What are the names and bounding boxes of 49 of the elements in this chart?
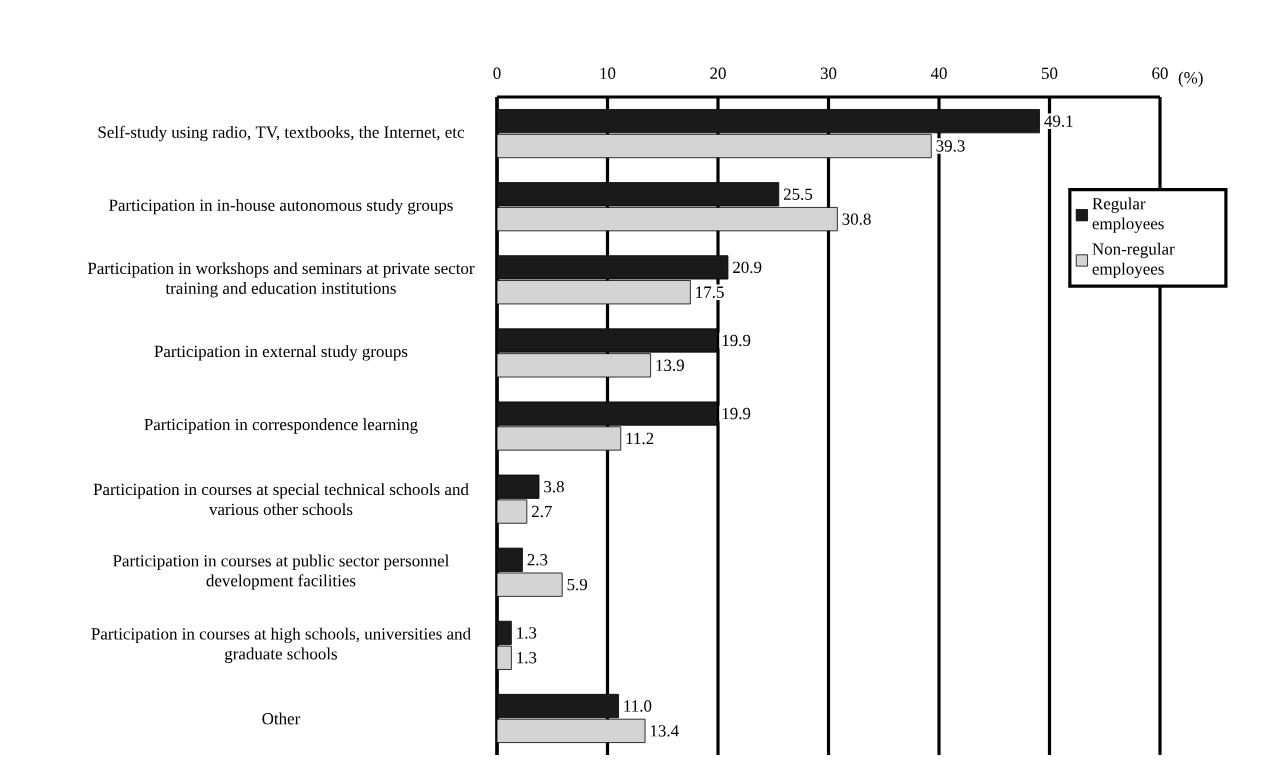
data-label: 2.7 xyxy=(531,505,552,518)
data-label: 13.4 xyxy=(650,725,679,737)
x-tick-label: 20 xyxy=(710,67,726,79)
data-label: 1.3 xyxy=(517,627,537,639)
data-label: 25.5 xyxy=(783,188,813,200)
y-tick-label: Participation in workshops and seminars at private sector training and education institutions xyxy=(87,262,475,298)
data-label: 5.9 xyxy=(567,578,588,591)
bar xyxy=(497,255,729,280)
y-tick-label: Participation in courses at special technical schools and various other schools xyxy=(93,483,469,516)
y-tick-label: Other xyxy=(262,712,301,725)
x-tick-label: 30 xyxy=(820,67,837,79)
data-label: 19.9 xyxy=(722,407,751,420)
bar xyxy=(497,572,563,597)
bar xyxy=(497,401,718,426)
y-tick-label: Participation in courses at high schools, universities and graduate schools xyxy=(91,627,471,664)
bar xyxy=(497,474,540,499)
data-label: 20.9 xyxy=(733,261,762,274)
x-tick-label: 10 xyxy=(600,67,616,79)
data-label: 11.2 xyxy=(626,432,654,445)
y-tick-label: Participation in external study groups xyxy=(154,345,408,361)
data-label: 19.9 xyxy=(722,334,751,347)
data-label: 17.5 xyxy=(696,286,724,298)
x-tick-label: 50 xyxy=(1042,67,1058,79)
data-label: 11.0 xyxy=(624,700,652,712)
y-tick-label: Participation in in-house autonomous study groups xyxy=(109,198,453,215)
x-tick-label: 40 xyxy=(930,67,947,79)
bar xyxy=(497,182,780,207)
data-label: 2.3 xyxy=(527,554,548,566)
x-tick-label: 60 xyxy=(1152,67,1168,79)
bar xyxy=(497,207,838,232)
y-tick-label: Self-study using radio, TV, textbooks, the Internet, etc xyxy=(98,125,464,142)
data-label: 1.3 xyxy=(517,652,537,664)
data-label: 30.8 xyxy=(842,213,871,225)
legend-label: Non-regular employees xyxy=(1092,242,1175,279)
y-tick-label: Participation in courses at public sector personnel development facilities xyxy=(113,554,450,590)
data-label: 49.1 xyxy=(1044,115,1073,127)
bar xyxy=(497,109,1040,134)
data-label: 3.8 xyxy=(544,480,564,493)
bar xyxy=(497,426,622,451)
data-label: 39.3 xyxy=(936,140,965,152)
x-axis-title: (%) xyxy=(1178,71,1203,87)
y-tick-label: Participation in correspondence learning xyxy=(144,418,418,434)
bar xyxy=(497,328,718,353)
bar xyxy=(497,718,646,743)
bar xyxy=(497,133,932,159)
bar xyxy=(497,280,691,305)
legend-label: Regular employees xyxy=(1092,197,1164,233)
data-label: 13.9 xyxy=(656,359,684,372)
x-tick-label: 0 xyxy=(493,67,501,79)
